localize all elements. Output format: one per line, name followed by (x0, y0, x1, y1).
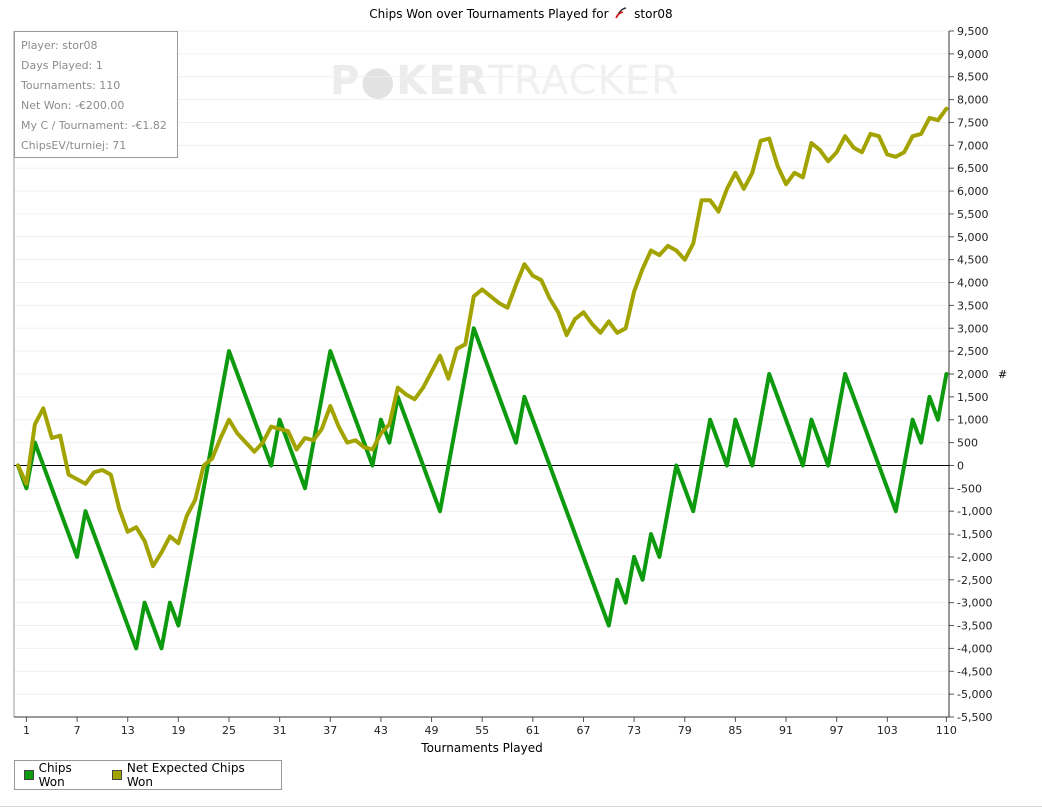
y-tick-label: -1,500 (957, 528, 992, 541)
watermark-tracker: TRACKER (488, 58, 680, 104)
x-tick-label: 73 (627, 724, 641, 737)
series-line-chips-won (16, 326, 949, 651)
legend: Chips Won Net Expected Chips Won (14, 760, 282, 790)
stats-chipsev: ChipsEV/turniej: 71 (21, 139, 127, 152)
y-tick-label: -500 (957, 482, 982, 495)
x-tick-label: 85 (728, 724, 742, 737)
y-tick-label: -2,000 (957, 551, 992, 564)
chart-title-text: Chips Won over Tournaments Played for (369, 7, 609, 21)
x-tick-label: 1 (23, 724, 30, 737)
y-tick-label: 5,500 (957, 208, 989, 221)
legend-swatch-chips-won (24, 770, 34, 780)
x-tick-label: 31 (273, 724, 287, 737)
x-tick-label: 7 (74, 724, 81, 737)
watermark-ker: KER (396, 58, 489, 104)
y-tick-label: 0 (957, 459, 964, 472)
y-tick-label: 6,000 (957, 185, 989, 198)
y-tick-label: 2,500 (957, 345, 989, 358)
stats-days-played: Days Played: 1 (21, 59, 103, 72)
watermark-p: P (330, 58, 361, 104)
stats-net-won: Net Won: -€200.00 (21, 99, 125, 112)
y-tick-label: -3,500 (957, 620, 992, 633)
x-axis-label: Tournaments Played (421, 741, 543, 755)
y-tick-label: 1,500 (957, 391, 989, 404)
chip-icon: ● (360, 58, 397, 104)
y-tick-label: 8,000 (957, 94, 989, 107)
chart-title: Chips Won over Tournaments Played for st… (0, 6, 1042, 24)
y-tick-label: 9,500 (957, 25, 989, 38)
x-tick-label: 49 (425, 724, 439, 737)
x-tick-label: 97 (830, 724, 844, 737)
y-tick-label: -2,500 (957, 574, 992, 587)
x-tick-label: 61 (526, 724, 540, 737)
cherry-icon (614, 6, 628, 24)
legend-swatch-net-expected (112, 770, 122, 780)
stats-per-tournament: My C / Tournament: -€1.82 (21, 119, 167, 132)
legend-item-chips-won: Chips Won (24, 761, 98, 789)
x-tick-label: 110 (936, 724, 957, 737)
pokertracker-watermark: P●KERTRACKER (330, 58, 680, 104)
x-tick-label: 79 (678, 724, 692, 737)
y-tick-label: 3,500 (957, 299, 989, 312)
x-tick-label: 25 (222, 724, 236, 737)
legend-label-chips-won: Chips Won (38, 761, 72, 789)
y-tick-label: -5,000 (957, 688, 992, 701)
x-tick-label: 43 (374, 724, 388, 737)
y-tick-label: 3,000 (957, 322, 989, 335)
x-tick-label: 103 (877, 724, 898, 737)
y-tick-label: 500 (957, 437, 978, 450)
chart-title-player: stor08 (634, 7, 673, 21)
y-tick-label: -4,500 (957, 665, 992, 678)
x-tick-label: 19 (171, 724, 185, 737)
stats-box: Player: stor08 Days Played: 1 Tournament… (14, 31, 178, 158)
y-tick-label: 4,500 (957, 254, 989, 267)
y-tick-label: 7,000 (957, 139, 989, 152)
y-tick-label: -1,000 (957, 505, 992, 518)
y-tick-label: 4,000 (957, 277, 989, 290)
y-tick-label: -4,000 (957, 642, 992, 655)
legend-item-net-expected: Net Expected Chips Won (112, 761, 267, 789)
y-tick-label: 1,000 (957, 414, 989, 427)
y-tick-label: -5,500 (957, 711, 992, 724)
stats-tournaments: Tournaments: 110 (21, 79, 121, 92)
y-tick-label: -3,000 (957, 597, 992, 610)
y-tick-label: 8,500 (957, 71, 989, 84)
x-tick-label: 37 (323, 724, 337, 737)
stats-player: Player: stor08 (21, 39, 98, 52)
bottom-divider (0, 806, 1042, 807)
y-tick-label: 6,500 (957, 162, 989, 175)
x-tick-label: 67 (576, 724, 590, 737)
y-axis-label: # (998, 368, 1008, 381)
series-line-net-expected-chips-won (16, 106, 949, 569)
x-tick-label: 91 (779, 724, 793, 737)
x-tick-label: 13 (121, 724, 135, 737)
legend-label-net-expected: Net Expected Chips Won (126, 761, 245, 789)
y-tick-label: 2,000 (957, 368, 989, 381)
y-tick-label: 5,000 (957, 231, 989, 244)
y-tick-label: 9,000 (957, 48, 989, 61)
x-tick-label: 55 (475, 724, 489, 737)
y-tick-label: 7,500 (957, 116, 989, 129)
